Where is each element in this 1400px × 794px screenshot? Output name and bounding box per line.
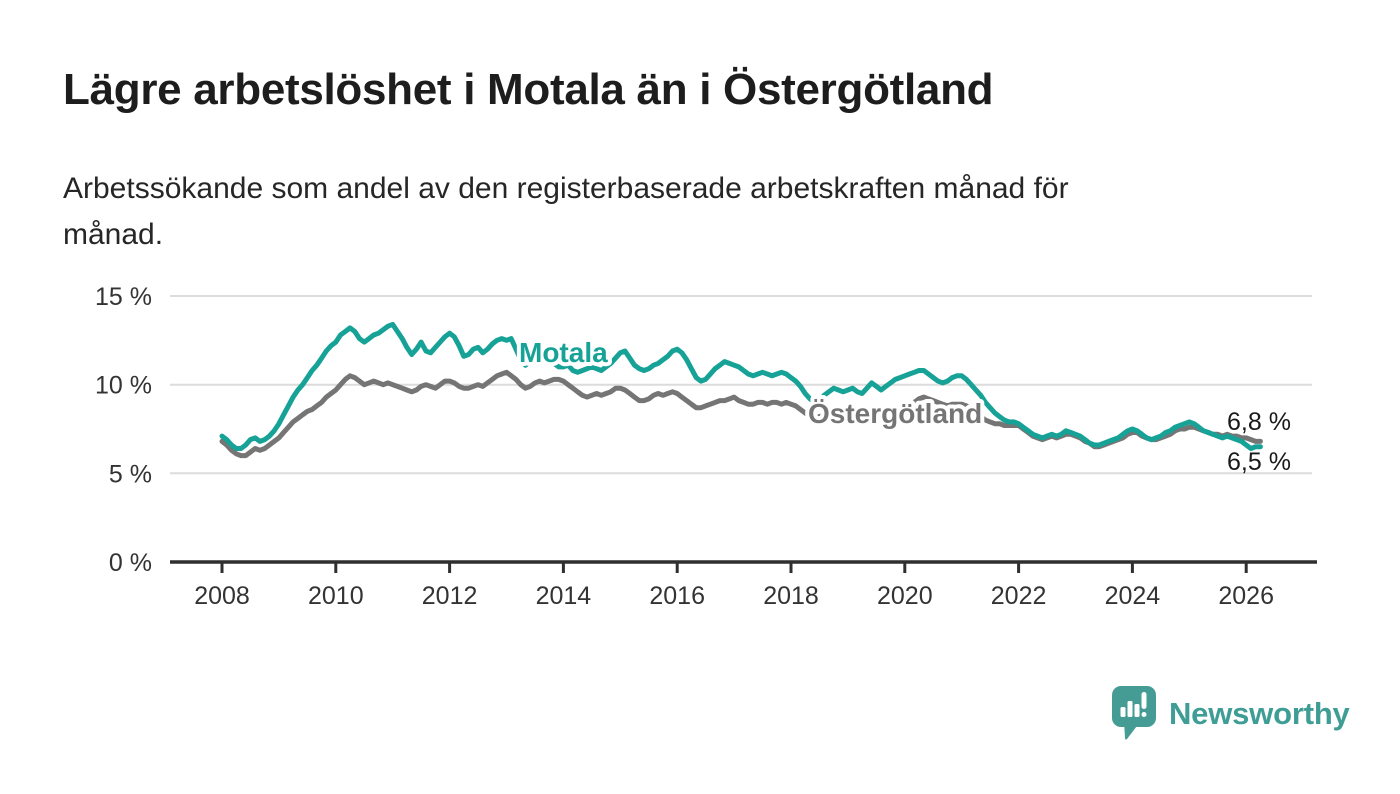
page-title: Lägre arbetslöshet i Motala än i Östergö… [63,65,994,114]
x-axis-ticks: 2008 2010 2012 2014 2016 2018 2020 2022 2024 2026 [194,563,1274,610]
series-label-östergötland: Östergötland [808,398,982,429]
y-tick-label-5: 5 % [109,460,152,488]
end-value-label-motala: 6,5 % [1227,448,1291,476]
chart-subtitle: Arbetssökande som andel av den registerb… [63,166,1069,258]
series-lines [219,321,1263,459]
series-label-motala: Motala [519,337,608,368]
x-tick-label-2022: 2022 [991,582,1047,610]
x-tick-label-2008: 2008 [194,582,250,610]
x-tick-label-2026: 2026 [1218,582,1274,610]
chart-subtitle-line1: Arbetssökande som andel av den registerb… [63,172,1069,205]
series-annotations: Östergötland 6,8 % Motala 6,5 % [515,333,1291,476]
y-tick-label-10: 10 % [95,372,152,400]
end-value-label-östergötland: 6,8 % [1227,408,1291,436]
x-tick-label-2016: 2016 [649,582,705,610]
y-tick-label-15: 15 % [95,283,152,311]
newsworthy-logo: Newsworthy [1112,686,1350,742]
y-tick-label-0: 0 % [109,549,152,577]
brand-name: Newsworthy [1169,696,1350,731]
series-line-motala [219,321,1263,451]
x-tick-label-2024: 2024 [1105,582,1161,610]
bar-chart-speech-bubble-icon [1112,686,1156,740]
x-tick-label-2018: 2018 [763,582,819,610]
x-tick-label-2012: 2012 [422,582,478,610]
chart-subtitle-line2: månad. [63,218,164,251]
x-tick-label-2020: 2020 [877,582,933,610]
x-tick-label-2010: 2010 [308,582,364,610]
x-tick-label-2014: 2014 [536,582,592,610]
y-axis-labels: 0 % 5 % 10 % 15 % [95,283,152,577]
